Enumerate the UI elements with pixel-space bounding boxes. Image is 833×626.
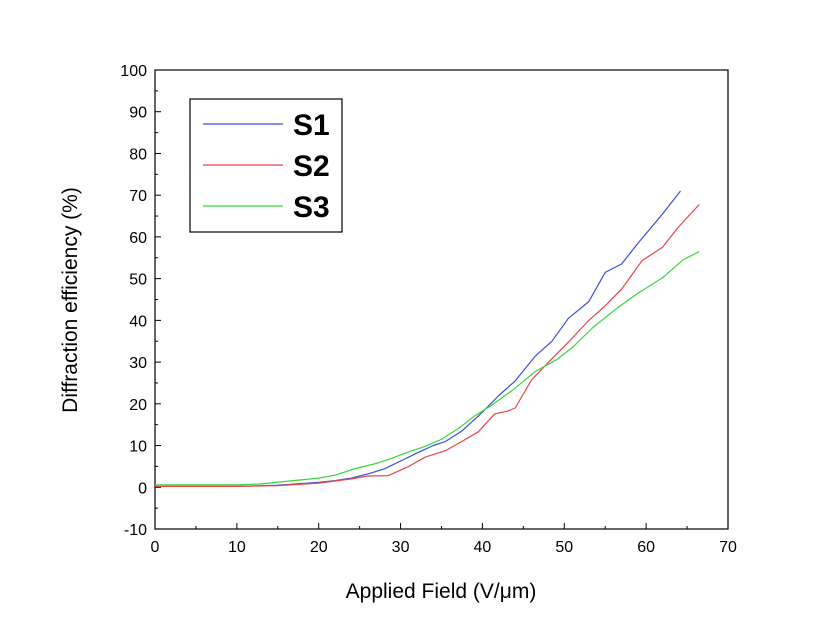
y-tick-label: 30 — [129, 355, 147, 372]
y-tick-label: 70 — [129, 188, 147, 205]
y-tick-label: 40 — [129, 313, 147, 330]
series-line-3 — [155, 250, 700, 486]
y-tick-label: 0 — [138, 480, 147, 497]
y-tick-label: 60 — [129, 230, 147, 247]
legend-label-1: S1 — [293, 109, 330, 142]
y-tick-label: 100 — [120, 63, 147, 80]
x-axis-title: Applied Field (V/μm) — [346, 580, 537, 603]
y-tick-label: 50 — [129, 272, 147, 289]
x-tick-label: 30 — [392, 539, 410, 556]
series-line-1 — [155, 190, 681, 487]
x-tick-label: 40 — [474, 539, 492, 556]
x-tick-label: 60 — [637, 539, 655, 556]
y-tick-label: 20 — [129, 397, 147, 414]
x-tick-label: 20 — [310, 539, 328, 556]
x-tick-label: 10 — [228, 539, 246, 556]
legend: S1 S2 S3 — [189, 98, 343, 233]
legend-label-3: S3 — [293, 191, 330, 224]
x-tick-label: 0 — [151, 539, 160, 556]
y-axis-ticks: -10 0 10 20 30 40 50 60 70 80 90 100 — [120, 63, 161, 539]
y-tick-label: 10 — [129, 439, 147, 456]
series-line-2 — [155, 203, 700, 487]
y-tick-label: 90 — [129, 105, 147, 122]
y-axis-title: Diffraction efficiency (%) — [59, 187, 82, 413]
y-tick-label: 80 — [129, 146, 147, 163]
x-tick-label: 50 — [555, 539, 573, 556]
series-lines — [155, 190, 700, 487]
x-axis-ticks: 0 10 20 30 40 50 60 70 — [151, 523, 737, 556]
x-tick-label: 70 — [719, 539, 737, 556]
y-tick-label: -10 — [124, 522, 147, 539]
legend-label-2: S2 — [293, 150, 330, 183]
